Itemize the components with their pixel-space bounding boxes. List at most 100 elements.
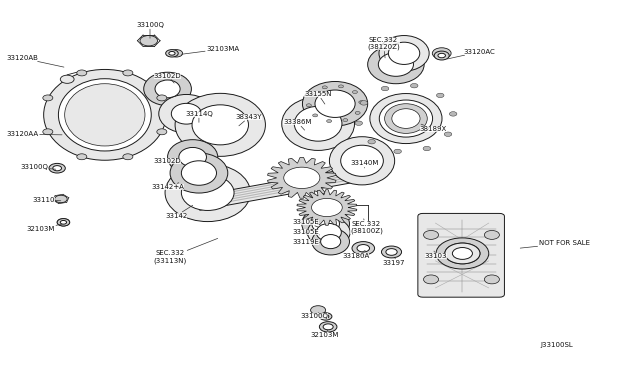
Text: 33180A: 33180A — [342, 250, 369, 259]
Ellipse shape — [192, 105, 248, 145]
Ellipse shape — [312, 228, 349, 255]
Ellipse shape — [323, 315, 329, 318]
Circle shape — [43, 95, 53, 101]
Ellipse shape — [159, 94, 214, 133]
Text: 33100Q: 33100Q — [20, 164, 56, 170]
Ellipse shape — [60, 75, 74, 83]
Ellipse shape — [452, 247, 472, 259]
Ellipse shape — [65, 84, 145, 146]
Circle shape — [157, 129, 167, 135]
Ellipse shape — [380, 100, 433, 137]
Ellipse shape — [175, 93, 266, 156]
Ellipse shape — [57, 219, 70, 226]
Ellipse shape — [165, 164, 250, 222]
Ellipse shape — [316, 224, 341, 241]
Ellipse shape — [381, 246, 401, 258]
Text: 33119E: 33119E — [292, 239, 319, 245]
Ellipse shape — [307, 218, 350, 247]
Text: 33155N: 33155N — [305, 91, 332, 104]
Circle shape — [436, 93, 444, 97]
Ellipse shape — [385, 104, 428, 134]
Text: 38343Y: 38343Y — [236, 114, 262, 126]
Polygon shape — [297, 190, 357, 225]
Circle shape — [484, 275, 499, 284]
Bar — [193, 168, 360, 210]
Ellipse shape — [155, 80, 180, 98]
Circle shape — [307, 104, 311, 107]
Text: 32103M: 32103M — [26, 224, 62, 232]
Ellipse shape — [386, 248, 397, 255]
Ellipse shape — [294, 106, 342, 141]
Ellipse shape — [181, 161, 216, 185]
Circle shape — [343, 119, 348, 122]
Text: NOT FOR SALE: NOT FOR SALE — [520, 240, 590, 248]
Circle shape — [313, 114, 317, 117]
Circle shape — [355, 111, 360, 114]
Text: 33142: 33142 — [165, 205, 193, 219]
Text: 33386M: 33386M — [283, 119, 312, 130]
Text: 33142+A: 33142+A — [151, 183, 184, 190]
Circle shape — [410, 83, 418, 88]
Ellipse shape — [44, 70, 166, 160]
Text: 33102D: 33102D — [154, 158, 181, 166]
Ellipse shape — [340, 145, 383, 176]
Ellipse shape — [60, 221, 67, 224]
Circle shape — [140, 36, 157, 46]
Circle shape — [360, 101, 367, 105]
Text: 38189X: 38189X — [420, 124, 447, 132]
Ellipse shape — [144, 72, 191, 106]
Ellipse shape — [434, 51, 449, 60]
Ellipse shape — [352, 241, 374, 255]
Circle shape — [424, 231, 438, 239]
Circle shape — [323, 86, 327, 89]
Ellipse shape — [170, 153, 228, 193]
Ellipse shape — [388, 42, 420, 64]
Circle shape — [157, 95, 167, 101]
Circle shape — [423, 146, 431, 151]
Ellipse shape — [438, 53, 445, 58]
Text: 33120AA: 33120AA — [6, 131, 62, 137]
Ellipse shape — [52, 166, 61, 171]
Ellipse shape — [312, 214, 339, 234]
Circle shape — [310, 93, 315, 96]
Text: 32103MA: 32103MA — [182, 46, 239, 54]
Ellipse shape — [169, 51, 175, 55]
Ellipse shape — [302, 207, 349, 241]
Ellipse shape — [370, 93, 442, 144]
Ellipse shape — [303, 81, 367, 126]
Circle shape — [424, 275, 438, 284]
Ellipse shape — [179, 147, 207, 167]
Ellipse shape — [49, 163, 65, 173]
Text: 33102D: 33102D — [154, 73, 181, 83]
Text: SEC.332
(38100Z): SEC.332 (38100Z) — [350, 219, 383, 234]
Text: 33105E: 33105E — [292, 219, 319, 227]
Circle shape — [54, 195, 67, 203]
Ellipse shape — [330, 137, 395, 185]
Text: SEC.332
(38120Z): SEC.332 (38120Z) — [367, 36, 400, 58]
Ellipse shape — [181, 175, 234, 211]
Circle shape — [353, 90, 358, 93]
Polygon shape — [268, 157, 336, 198]
Circle shape — [284, 167, 320, 189]
Text: 33105E: 33105E — [292, 229, 319, 235]
Circle shape — [310, 306, 326, 315]
Circle shape — [368, 140, 376, 144]
Circle shape — [359, 101, 364, 104]
Circle shape — [312, 198, 342, 217]
FancyBboxPatch shape — [418, 214, 504, 297]
Bar — [204, 179, 353, 207]
Circle shape — [339, 85, 344, 88]
Ellipse shape — [319, 322, 337, 332]
Text: SEC.332
(33113N): SEC.332 (33113N) — [154, 238, 218, 264]
Circle shape — [123, 154, 133, 160]
Circle shape — [123, 70, 133, 76]
Ellipse shape — [367, 45, 424, 84]
Text: 33103: 33103 — [425, 251, 447, 259]
Ellipse shape — [323, 324, 333, 330]
Ellipse shape — [315, 90, 355, 118]
Circle shape — [43, 129, 53, 135]
Circle shape — [77, 154, 87, 160]
Text: 33197: 33197 — [382, 258, 404, 266]
Ellipse shape — [445, 243, 480, 264]
Text: 33120AC: 33120AC — [447, 49, 495, 59]
